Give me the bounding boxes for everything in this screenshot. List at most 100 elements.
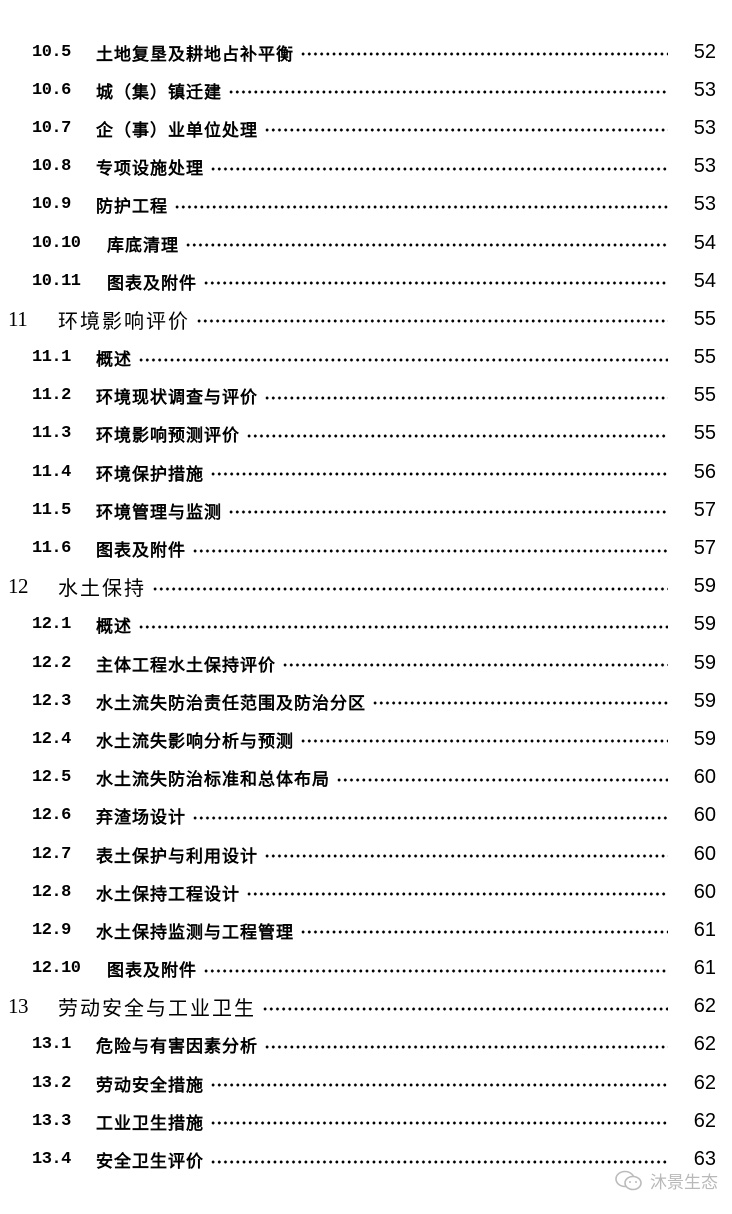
toc-section[interactable]: 10.7 企（事）业单位处理 53: [0, 109, 732, 147]
entry-number: 12.3: [32, 691, 71, 711]
toc-section[interactable]: 11.6 图表及附件 57: [0, 529, 732, 567]
entry-page: 55: [693, 307, 716, 330]
entry-title: 库底清理: [107, 235, 179, 256]
entry-page: 63: [693, 1148, 716, 1171]
toc-section[interactable]: 12.2 主体工程水土保持评价 59: [0, 644, 732, 682]
toc-section[interactable]: 13.2 劳动安全措施 62: [0, 1064, 732, 1102]
entry-title: 弃渣场设计: [96, 808, 186, 829]
entry-number: 13.1: [32, 1035, 71, 1055]
entry-number: 13.3: [32, 1111, 71, 1131]
entry-page: 61: [693, 957, 716, 980]
toc-section[interactable]: 10.8 专项设施处理 53: [0, 148, 732, 186]
entry-number: 12.2: [32, 653, 71, 673]
entry-number: 11: [8, 306, 28, 331]
toc-section[interactable]: 13.1 危险与有害因素分析 62: [0, 1026, 732, 1064]
entry-title: 环境影响评价: [58, 308, 190, 333]
entry-number: 12.10: [32, 959, 81, 979]
dot-leader: [228, 510, 668, 515]
dot-leader: [174, 204, 668, 209]
entry-page: 60: [693, 804, 716, 827]
entry-number: 10.11: [32, 271, 81, 291]
toc-section[interactable]: 10.6 城（集）镇迁建 53: [0, 71, 732, 109]
toc-chapter[interactable]: 12 水土保持 59: [0, 568, 732, 606]
entry-title: 图表及附件: [107, 273, 197, 294]
dot-leader: [210, 1121, 668, 1126]
entry-title: 图表及附件: [107, 961, 197, 982]
entry-page: 53: [693, 78, 716, 101]
dot-leader: [300, 930, 668, 935]
toc-section[interactable]: 11.3 环境影响预测评价 55: [0, 415, 732, 453]
toc-section[interactable]: 10.10 库底清理 54: [0, 224, 732, 262]
entry-title: 土地复垦及耕地占补平衡: [96, 44, 294, 65]
toc-section[interactable]: 10.9 防护工程 53: [0, 186, 732, 224]
toc-section[interactable]: 11.1 概述 55: [0, 339, 732, 377]
toc-section[interactable]: 13.3 工业卫生措施 62: [0, 1102, 732, 1140]
entry-number: 12.6: [32, 806, 71, 826]
entry-page: 54: [693, 231, 716, 254]
toc-section[interactable]: 12.3 水土流失防治责任范围及防治分区 59: [0, 682, 732, 720]
entry-page: 59: [693, 689, 716, 712]
entry-title: 环境现状调查与评价: [96, 388, 258, 409]
entry-number: 13.2: [32, 1073, 71, 1093]
entry-title: 安全卫生评价: [96, 1152, 204, 1173]
toc-section[interactable]: 12.8 水土保持工程设计 60: [0, 873, 732, 911]
entry-title: 水土流失防治责任范围及防治分区: [96, 693, 366, 714]
entry-page: 53: [693, 116, 716, 139]
entry-title: 表土保护与利用设计: [96, 846, 258, 867]
dot-leader: [336, 777, 668, 782]
entry-page: 59: [693, 575, 716, 598]
toc-section[interactable]: 13.4 安全卫生评价 63: [0, 1140, 732, 1178]
dot-leader: [192, 815, 668, 820]
entry-number: 11.4: [32, 462, 71, 482]
dot-leader: [203, 968, 668, 973]
entry-title: 危险与有害因素分析: [96, 1037, 258, 1058]
entry-title: 环境管理与监测: [96, 502, 222, 523]
entry-page: 60: [693, 880, 716, 903]
toc-section[interactable]: 12.5 水土流失防治标准和总体布局 60: [0, 759, 732, 797]
entry-number: 10.8: [32, 157, 71, 177]
entry-page: 53: [693, 155, 716, 178]
dot-leader: [192, 548, 668, 553]
entry-number: 10.9: [32, 195, 71, 215]
entry-number: 11.5: [32, 500, 71, 520]
dot-leader: [210, 166, 668, 171]
toc-section[interactable]: 12.6 弃渣场设计 60: [0, 797, 732, 835]
entry-page: 55: [693, 384, 716, 407]
entry-title: 专项设施处理: [96, 159, 204, 180]
entry-title: 工业卫生措施: [96, 1113, 204, 1134]
dot-leader: [300, 739, 668, 744]
dot-leader: [246, 892, 668, 897]
entry-title: 环境保护措施: [96, 464, 204, 485]
entry-title: 环境影响预测评价: [96, 426, 240, 447]
entry-page: 54: [693, 269, 716, 292]
toc-section[interactable]: 12.1 概述 59: [0, 606, 732, 644]
entry-page: 62: [693, 1071, 716, 1094]
entry-number: 11.1: [32, 348, 71, 368]
entry-number: 12.4: [32, 729, 71, 749]
table-of-contents: 10.5 土地复垦及耕地占补平衡 52 10.6 城（集）镇迁建 53 10.7 企（事）业单…: [0, 33, 732, 1179]
watermark-text: 沐景生态: [650, 1173, 718, 1193]
toc-section[interactable]: 11.5 环境管理与监测 57: [0, 491, 732, 529]
dot-leader: [264, 1044, 668, 1049]
toc-section[interactable]: 12.4 水土流失影响分析与预测 59: [0, 720, 732, 758]
entry-page: 55: [693, 422, 716, 445]
dot-leader: [264, 128, 668, 133]
toc-section[interactable]: 12.7 表土保护与利用设计 60: [0, 835, 732, 873]
toc-section[interactable]: 12.9 水土保持监测与工程管理 61: [0, 911, 732, 949]
entry-page: 59: [693, 613, 716, 636]
toc-section[interactable]: 10.11 图表及附件 54: [0, 262, 732, 300]
toc-section[interactable]: 10.5 土地复垦及耕地占补平衡 52: [0, 33, 732, 71]
entry-title: 主体工程水土保持评价: [96, 655, 276, 676]
entry-page: 62: [693, 995, 716, 1018]
toc-section[interactable]: 12.10 图表及附件 61: [0, 950, 732, 988]
toc-section[interactable]: 11.2 环境现状调查与评价 55: [0, 377, 732, 415]
toc-chapter[interactable]: 13 劳动安全与工业卫生 62: [0, 988, 732, 1026]
entry-page: 60: [693, 766, 716, 789]
toc-section[interactable]: 11.4 环境保护措施 56: [0, 453, 732, 491]
dot-leader: [262, 1006, 668, 1011]
wechat-icon: [614, 1169, 644, 1193]
entry-page: 61: [693, 918, 716, 941]
entry-title: 概述: [96, 617, 132, 638]
toc-chapter[interactable]: 11 环境影响评价 55: [0, 300, 732, 338]
dot-leader: [210, 472, 668, 477]
